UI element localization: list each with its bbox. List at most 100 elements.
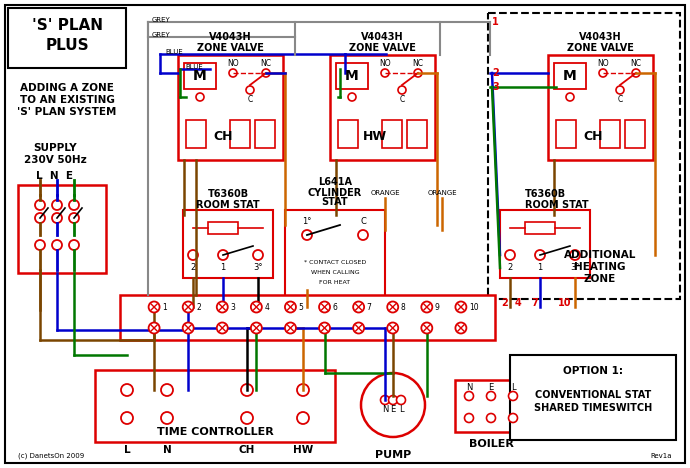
- Text: ZONE VALVE: ZONE VALVE: [349, 43, 416, 53]
- Circle shape: [464, 392, 473, 401]
- Text: WHEN CALLING: WHEN CALLING: [310, 270, 359, 275]
- Text: ZONE: ZONE: [584, 274, 616, 284]
- Text: CH: CH: [239, 445, 255, 455]
- Text: 230V 50Hz: 230V 50Hz: [23, 155, 86, 165]
- Circle shape: [52, 200, 62, 210]
- Text: GREY: GREY: [152, 17, 170, 23]
- Text: 3°: 3°: [253, 263, 263, 272]
- Text: V4043H: V4043H: [579, 32, 622, 42]
- Text: 6: 6: [333, 302, 337, 312]
- Circle shape: [161, 412, 173, 424]
- Text: L: L: [124, 445, 130, 455]
- Circle shape: [285, 322, 296, 334]
- Circle shape: [319, 301, 330, 313]
- Text: PUMP: PUMP: [375, 450, 411, 460]
- Circle shape: [251, 301, 262, 313]
- Bar: [556, 120, 576, 148]
- Circle shape: [353, 301, 364, 313]
- Circle shape: [414, 69, 422, 77]
- Text: N: N: [382, 405, 388, 415]
- Bar: [510, 355, 676, 440]
- Circle shape: [161, 384, 173, 396]
- Circle shape: [302, 230, 312, 240]
- Circle shape: [183, 322, 194, 334]
- Text: HW: HW: [293, 445, 313, 455]
- Text: M: M: [345, 69, 359, 83]
- Bar: [336, 63, 368, 89]
- Text: M: M: [193, 69, 207, 83]
- Circle shape: [297, 412, 309, 424]
- Circle shape: [319, 322, 330, 334]
- Text: 2: 2: [196, 302, 201, 312]
- Text: FOR HEAT: FOR HEAT: [319, 279, 351, 285]
- Text: 1°: 1°: [302, 218, 312, 227]
- Text: 10: 10: [558, 298, 572, 308]
- Bar: [330, 55, 435, 160]
- Bar: [488, 13, 680, 299]
- Bar: [382, 120, 402, 148]
- Circle shape: [397, 395, 406, 404]
- Text: NC: NC: [631, 58, 642, 67]
- Text: 3: 3: [230, 302, 235, 312]
- Circle shape: [121, 384, 133, 396]
- Circle shape: [297, 384, 309, 396]
- Circle shape: [285, 301, 296, 313]
- Circle shape: [69, 213, 79, 223]
- Circle shape: [52, 213, 62, 223]
- Circle shape: [148, 322, 159, 334]
- Bar: [186, 120, 206, 148]
- Bar: [95, 370, 335, 442]
- Text: ORANGE: ORANGE: [371, 190, 400, 196]
- Bar: [554, 63, 586, 89]
- Bar: [625, 120, 645, 148]
- Circle shape: [381, 69, 389, 77]
- Text: L641A: L641A: [318, 177, 352, 187]
- Circle shape: [229, 69, 237, 77]
- Circle shape: [422, 322, 433, 334]
- Bar: [285, 210, 385, 300]
- Circle shape: [218, 250, 228, 260]
- Text: Rev1a: Rev1a: [651, 453, 672, 459]
- Text: ZONE VALVE: ZONE VALVE: [197, 43, 264, 53]
- Text: NC: NC: [261, 58, 271, 67]
- Text: 1: 1: [492, 17, 499, 27]
- Bar: [183, 210, 273, 278]
- Circle shape: [241, 412, 253, 424]
- Bar: [455, 380, 527, 432]
- Circle shape: [486, 414, 495, 423]
- Text: N: N: [163, 445, 171, 455]
- Circle shape: [505, 250, 515, 260]
- Circle shape: [509, 392, 518, 401]
- Text: 8: 8: [401, 302, 406, 312]
- Text: NO: NO: [227, 58, 239, 67]
- Bar: [8, 8, 126, 68]
- Text: HEATING: HEATING: [574, 262, 626, 272]
- Text: 'S' PLAN SYSTEM: 'S' PLAN SYSTEM: [17, 107, 117, 117]
- Circle shape: [387, 322, 398, 334]
- Circle shape: [455, 322, 466, 334]
- Bar: [18, 185, 106, 273]
- Text: C: C: [400, 95, 404, 104]
- Circle shape: [464, 414, 473, 423]
- Text: NC: NC: [413, 58, 424, 67]
- Circle shape: [422, 301, 433, 313]
- Text: C: C: [618, 95, 622, 104]
- Text: 1: 1: [162, 302, 167, 312]
- Circle shape: [183, 301, 194, 313]
- Text: (c) DanetsOn 2009: (c) DanetsOn 2009: [18, 453, 84, 459]
- Circle shape: [69, 200, 79, 210]
- Text: HW: HW: [363, 131, 387, 144]
- Circle shape: [251, 322, 262, 334]
- Text: NO: NO: [597, 58, 609, 67]
- Text: PLUS: PLUS: [45, 37, 89, 52]
- Text: 7: 7: [531, 298, 538, 308]
- Text: CONVENTIONAL STAT: CONVENTIONAL STAT: [535, 390, 651, 400]
- Text: SHARED TIMESWITCH: SHARED TIMESWITCH: [534, 403, 652, 413]
- Text: 4: 4: [515, 298, 522, 308]
- Circle shape: [148, 301, 159, 313]
- Text: 10: 10: [469, 302, 479, 312]
- Text: ROOM STAT: ROOM STAT: [525, 200, 589, 210]
- Text: 7: 7: [366, 302, 371, 312]
- Text: 9: 9: [435, 302, 440, 312]
- Bar: [548, 55, 653, 160]
